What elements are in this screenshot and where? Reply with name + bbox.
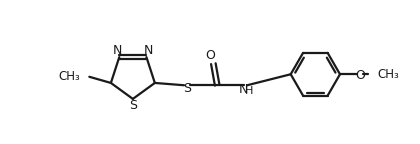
Text: N: N [143,44,152,57]
Text: H: H [244,86,253,96]
Text: O: O [355,69,365,82]
Text: S: S [129,98,137,112]
Text: CH₃: CH₃ [377,68,399,81]
Text: S: S [183,82,191,95]
Text: O: O [205,50,215,62]
Text: N: N [113,44,122,57]
Text: CH₃: CH₃ [58,70,80,83]
Text: N: N [239,83,248,96]
